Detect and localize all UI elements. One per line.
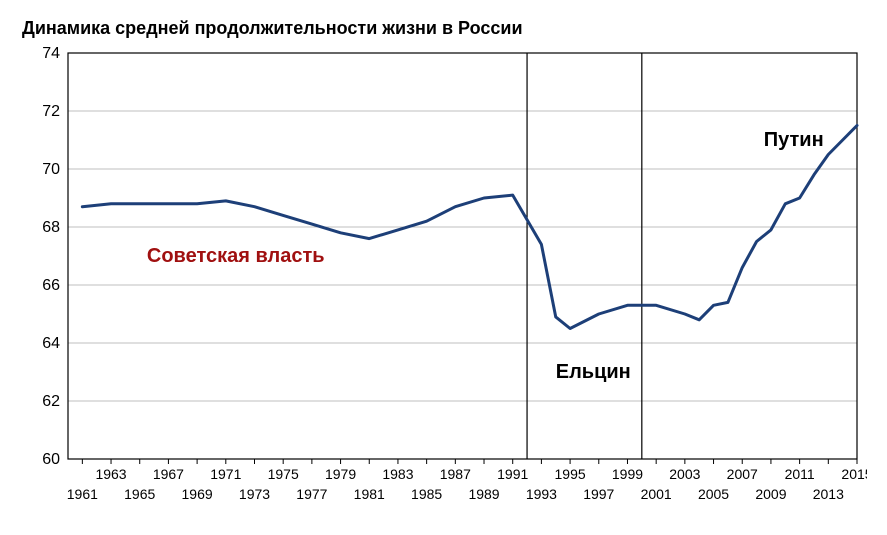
x-tick-label: 1975: [268, 466, 299, 482]
x-tick-label: 1985: [411, 486, 442, 502]
y-tick-label: 62: [42, 393, 60, 410]
x-tick-label: 1991: [497, 466, 528, 482]
x-tick-label: 1961: [67, 486, 98, 502]
x-tick-label: 2011: [785, 466, 815, 482]
x-tick-label: 1979: [325, 466, 356, 482]
x-tick-label: 1981: [354, 486, 385, 502]
x-tick-label: 1997: [583, 486, 614, 502]
x-tick-label: 1977: [296, 486, 327, 502]
chart-plot: 60 62 64 66 68 70 72 74 1961 1963 1965 1967 1969 1971…: [20, 47, 867, 517]
x-tick-label: 2001: [641, 486, 672, 502]
x-tick-label: 1973: [239, 486, 270, 502]
x-tick-label: 2015: [841, 466, 867, 482]
y-tick-label: 68: [42, 219, 60, 236]
annotation-label: Советская власть: [147, 245, 325, 267]
x-tick-label: 1995: [555, 466, 586, 482]
x-tick-label: 2003: [669, 466, 700, 482]
x-tick-label: 1969: [182, 486, 213, 502]
x-tick-label: 1965: [124, 486, 155, 502]
x-tick-label: 1999: [612, 466, 643, 482]
chart-svg: 60 62 64 66 68 70 72 74 1961 1963 1965 1967 1969 1971…: [20, 47, 867, 517]
y-tick-label: 66: [42, 277, 60, 294]
y-tick-label: 72: [42, 103, 60, 120]
annotation-label: Путин: [764, 129, 824, 151]
y-tick-label: 64: [42, 335, 60, 352]
y-tick-label: 70: [42, 161, 60, 178]
y-tick-label: 60: [42, 451, 60, 468]
chart-container: Динамика средней продолжительности жизни…: [0, 0, 887, 535]
x-tick-label: 1967: [153, 466, 184, 482]
y-tick-label: 74: [42, 47, 60, 62]
annotation-label: Ельцин: [556, 361, 631, 383]
x-tick-label: 1989: [468, 486, 499, 502]
x-tick-label: 1993: [526, 486, 557, 502]
x-tick-label: 1971: [210, 466, 241, 482]
chart-title: Динамика средней продолжительности жизни…: [22, 18, 867, 39]
x-tick-label: 2013: [813, 486, 844, 502]
x-tick-label: 1963: [95, 466, 126, 482]
x-tick-label: 1987: [440, 466, 471, 482]
x-tick-label: 2005: [698, 486, 729, 502]
x-tick-label: 1983: [382, 466, 413, 482]
x-tick-label: 2009: [755, 486, 786, 502]
x-tick-label: 2007: [727, 466, 758, 482]
